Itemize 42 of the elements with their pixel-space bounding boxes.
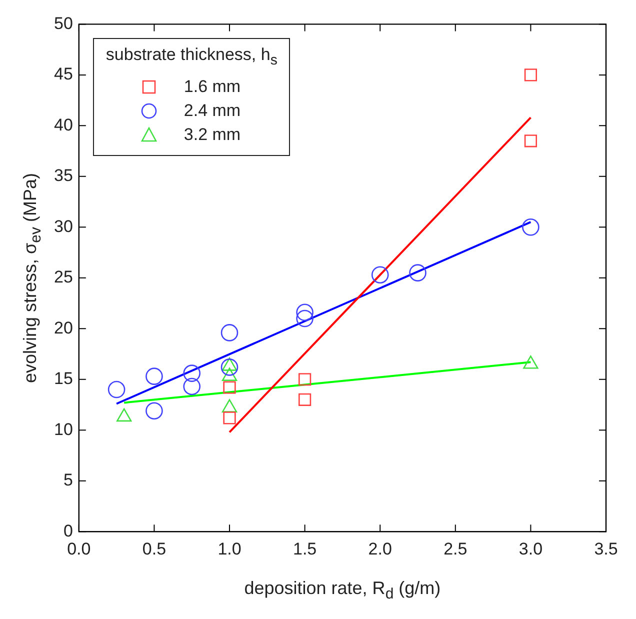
point xyxy=(223,381,236,394)
point xyxy=(371,266,389,284)
point xyxy=(298,373,312,386)
point xyxy=(146,402,163,420)
point xyxy=(108,380,126,398)
y-tick-label: 5 xyxy=(63,470,73,490)
legend-label: 2.4 mm xyxy=(184,100,241,122)
y-tick-label: 25 xyxy=(54,268,73,287)
x-tick-label: 3.5 xyxy=(594,539,618,558)
x-tick-label: 2.0 xyxy=(368,539,392,558)
x-tick-label: 1.0 xyxy=(218,539,242,558)
x-tick-label: 2.5 xyxy=(444,539,468,558)
y-tick-label: 0 xyxy=(63,521,73,540)
legend-label: 3.2 mm xyxy=(184,124,241,146)
point xyxy=(220,358,238,376)
point xyxy=(409,264,426,282)
y-tick-label: 50 xyxy=(54,14,73,33)
point xyxy=(296,304,314,322)
x-tick-label: 0.0 xyxy=(67,539,91,558)
y-tick-label: 10 xyxy=(54,420,73,439)
point xyxy=(220,324,238,342)
point xyxy=(183,378,201,396)
y-tick-label: 30 xyxy=(54,216,73,236)
y-tick-label: 35 xyxy=(54,166,73,186)
y-tick-label: 20 xyxy=(54,318,73,338)
point xyxy=(298,393,312,406)
x-tick-label: 0.5 xyxy=(142,539,166,558)
point xyxy=(522,218,540,236)
point xyxy=(146,368,163,385)
legend-label: 1.6 mm xyxy=(184,76,241,98)
y-tick-label: 15 xyxy=(54,369,73,388)
y-tick-label: 40 xyxy=(54,115,73,134)
x-tick-label: 1.5 xyxy=(292,539,317,558)
y-tick-label: 45 xyxy=(54,64,73,84)
point xyxy=(524,68,538,82)
legend-title: substrate thickness, h$_{s}$ xyxy=(106,45,278,69)
point xyxy=(183,364,201,382)
point xyxy=(296,310,314,328)
point xyxy=(524,134,538,148)
x-axis-title: deposition rate, R$_{d}$ (g/m) xyxy=(243,578,442,603)
point xyxy=(223,412,236,424)
x-tick-label: 3.0 xyxy=(518,539,543,558)
